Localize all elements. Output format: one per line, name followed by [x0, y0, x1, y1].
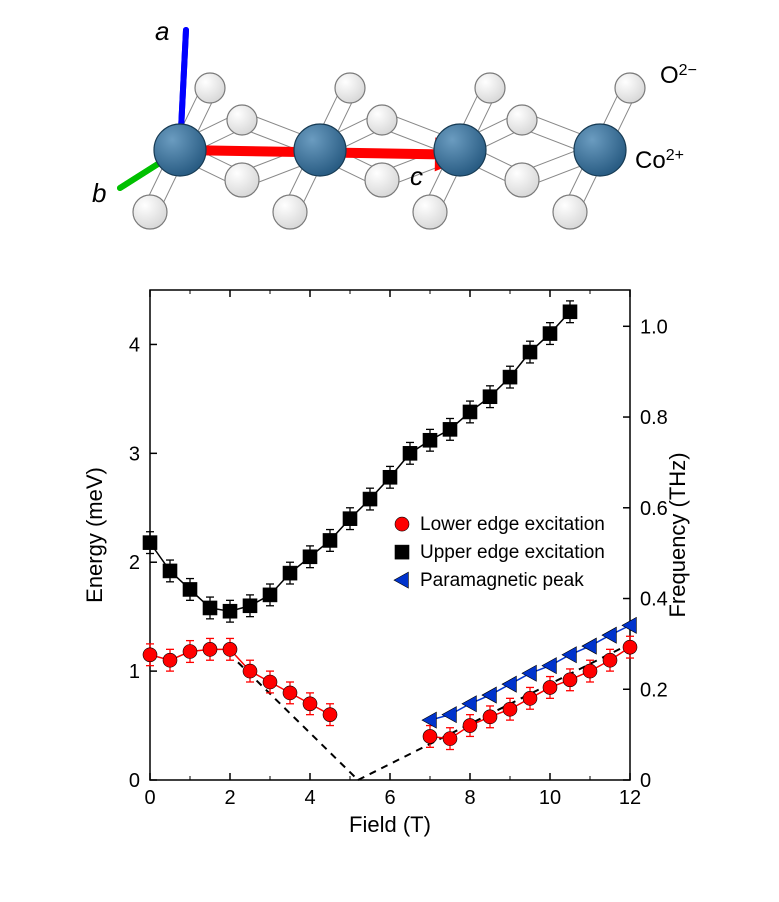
svg-text:12: 12: [619, 787, 641, 809]
svg-text:Upper edge excitation: Upper edge excitation: [420, 542, 605, 563]
svg-text:0.4: 0.4: [640, 589, 668, 611]
svg-text:6: 6: [384, 787, 395, 809]
svg-text:Energy (meV): Energy (meV): [82, 467, 107, 603]
svg-text:a: a: [155, 16, 169, 46]
svg-text:2: 2: [224, 787, 235, 809]
svg-text:0: 0: [144, 787, 155, 809]
svg-text:0.8: 0.8: [640, 407, 668, 429]
svg-text:3: 3: [129, 443, 140, 465]
svg-text:0.2: 0.2: [640, 679, 668, 701]
svg-text:4: 4: [129, 334, 140, 356]
energy-field-chart: 0246810120123400.20.40.60.81.0Field (T)E…: [0, 280, 779, 900]
figure-root: abcO2−Co2+ 0246810120123400.20.40.60.81.…: [0, 0, 779, 902]
svg-text:0: 0: [129, 770, 140, 792]
svg-text:4: 4: [304, 787, 315, 809]
svg-text:Field (T): Field (T): [349, 812, 431, 837]
svg-text:c: c: [410, 161, 423, 191]
svg-text:Co2+: Co2+: [635, 147, 684, 175]
svg-text:10: 10: [539, 787, 561, 809]
svg-text:b: b: [92, 178, 106, 208]
svg-text:O2−: O2−: [660, 62, 697, 90]
svg-text:Frequency (THz): Frequency (THz): [665, 452, 690, 617]
svg-text:8: 8: [464, 787, 475, 809]
svg-text:Lower edge excitation: Lower edge excitation: [420, 514, 605, 535]
svg-text:0.6: 0.6: [640, 498, 668, 520]
svg-text:1: 1: [129, 661, 140, 683]
crystal-structure-diagram: a b c O2− Co2+: [0, 0, 779, 270]
svg-text:Paramagnetic peak: Paramagnetic peak: [420, 570, 584, 591]
svg-text:0: 0: [640, 770, 651, 792]
svg-text:2: 2: [129, 552, 140, 574]
svg-text:1.0: 1.0: [640, 316, 668, 338]
